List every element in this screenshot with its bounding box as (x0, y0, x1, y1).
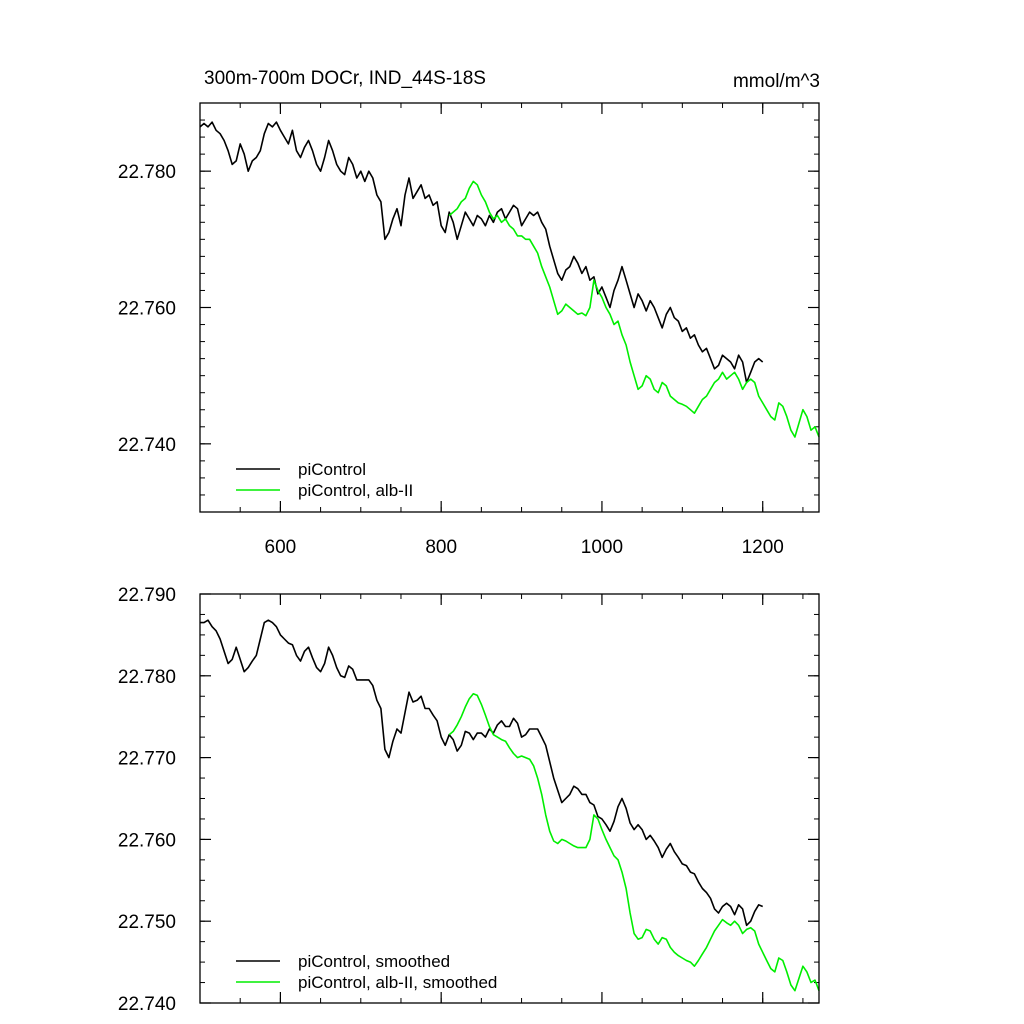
bottom-legend: piControl, smoothed piControl, alb-II, s… (236, 952, 497, 992)
units-label: mmol/m^3 (733, 71, 820, 92)
legend-label-picontrol-smoothed: piControl, smoothed (298, 952, 450, 971)
bottom-panel-series (200, 619, 820, 992)
bottom-panel: 22.740 22.750 22.760 22.770 22.780 22.790 piC… (118, 585, 820, 1015)
y-tick-label: 22.740 (118, 994, 176, 1015)
x-tick-label: 1200 (742, 537, 784, 558)
y-tick-label: 22.780 (118, 162, 176, 183)
y-tick-label: 22.780 (118, 667, 176, 688)
y-tick-label: 22.750 (118, 912, 176, 933)
top-panel-frame (199, 102, 820, 513)
bottom-panel-ticks: 22.740 22.750 22.760 22.770 22.780 22.790 (118, 585, 819, 1015)
series-line-picontrol-alb-ii (448, 180, 820, 438)
top-panel: 300m-700m DOCr, IND_44S-18S mmol/m^3 22.… (118, 68, 820, 558)
bottom-panel-frame (199, 593, 820, 1004)
legend-label-picontrol-alb-ii: piControl, alb-II (298, 481, 413, 500)
series-line-picontrol-smoothed (200, 619, 764, 927)
y-tick-label: 22.770 (118, 749, 176, 770)
y-tick-label: 22.740 (118, 435, 176, 456)
legend-label-picontrol: piControl (298, 460, 366, 479)
y-tick-label: 22.790 (118, 585, 176, 606)
top-panel-ticks: 22.740 22.760 22.780 600 800 1000 1200 (118, 102, 819, 558)
top-panel-series (199, 121, 820, 438)
top-legend: piControl piControl, alb-II (236, 460, 413, 500)
x-tick-label: 1000 (581, 537, 623, 558)
x-tick-label: 600 (265, 537, 297, 558)
series-line-picontrol (199, 121, 764, 384)
y-tick-label: 22.760 (118, 299, 176, 320)
x-tick-label: 800 (425, 537, 457, 558)
series-line-picontrol-alb-ii-smoothed (448, 692, 820, 992)
y-tick-label: 22.760 (118, 830, 176, 851)
chart-title: 300m-700m DOCr, IND_44S-18S (204, 68, 486, 89)
legend-label-picontrol-alb-ii-smoothed: piControl, alb-II, smoothed (298, 973, 497, 992)
